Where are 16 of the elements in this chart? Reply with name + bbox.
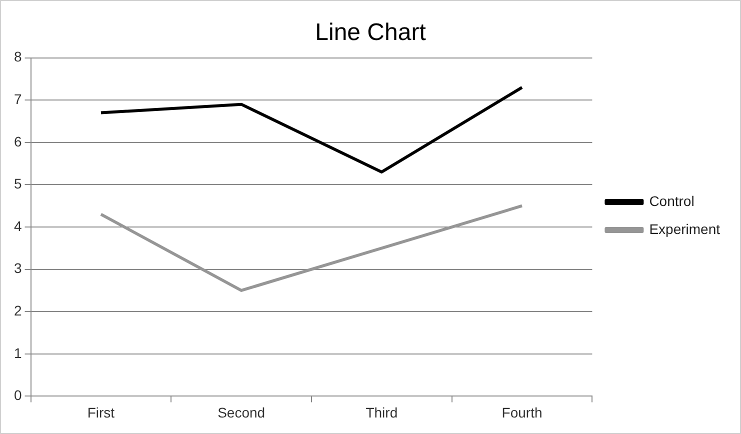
legend-label: Control xyxy=(649,192,694,209)
x-tick-label: Second xyxy=(218,404,266,420)
y-tick-label: 1 xyxy=(14,344,22,361)
x-tick-label: Third xyxy=(366,404,398,420)
x-tick-label: First xyxy=(87,404,115,420)
y-tick-label: 2 xyxy=(14,302,22,318)
chart-title: Line Chart xyxy=(315,19,426,46)
y-tick-label: 8 xyxy=(14,48,22,65)
legend-label: Experiment xyxy=(649,220,720,237)
y-tick-label: 3 xyxy=(14,260,22,276)
y-tick-label: 7 xyxy=(14,90,22,107)
x-tick-label: Fourth xyxy=(502,404,542,420)
y-tick-label: 5 xyxy=(14,176,22,192)
y-tick-label: 0 xyxy=(14,387,22,404)
y-tick-label: 6 xyxy=(14,133,22,150)
y-tick-label: 4 xyxy=(14,218,22,234)
